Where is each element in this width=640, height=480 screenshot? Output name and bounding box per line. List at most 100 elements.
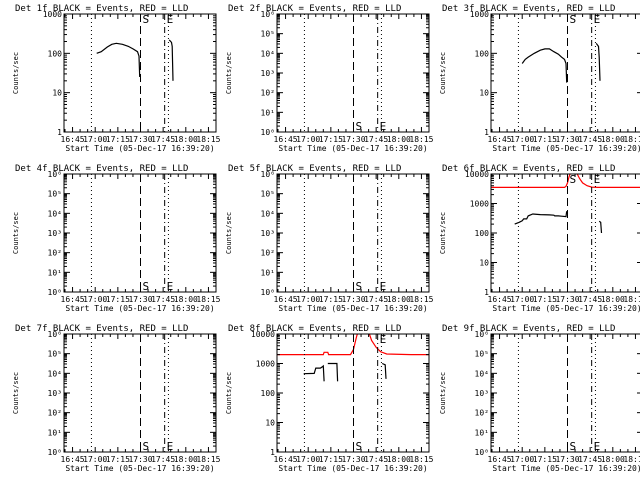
x-tick-label: 18:00 xyxy=(387,455,411,464)
panel-title: Det 5f BLACK = Events, RED = LLD xyxy=(228,164,401,174)
marker-label-s: S xyxy=(570,173,577,186)
x-tick-label: 17:15 xyxy=(533,295,557,304)
x-tick-label: 17:45 xyxy=(151,455,175,464)
x-tick-label: 16:45 xyxy=(61,295,85,304)
x-tick-label: 17:45 xyxy=(364,135,388,144)
series-group xyxy=(277,334,429,382)
y-axis-label: Counts/sec xyxy=(12,212,20,254)
y-tick-label: 10¹ xyxy=(48,268,62,277)
x-tick-label: 18:15 xyxy=(409,135,433,144)
x-tick-label: 18:15 xyxy=(623,135,640,144)
y-tick-label: 10⁵ xyxy=(261,30,275,39)
y-tick-label: 10⁵ xyxy=(261,190,275,199)
x-axis-label: Start Time (05-Dec-17 16:39:20) xyxy=(492,304,640,313)
x-tick-label: 16:45 xyxy=(488,135,512,144)
x-tick-label: 17:30 xyxy=(555,295,579,304)
y-tick-label: 10³ xyxy=(48,389,62,398)
panel-title: Det 7f BLACK = Events, RED = LLD xyxy=(15,324,188,334)
y-tick-label: 10⁵ xyxy=(48,350,62,359)
marker-label-s: S xyxy=(570,440,577,453)
y-tick-label: 100 xyxy=(48,49,63,58)
panel-title: Det 1f BLACK = Events, RED = LLD xyxy=(15,4,188,14)
x-tick-label: 17:15 xyxy=(106,455,130,464)
y-tick-label: 10⁰ xyxy=(475,448,489,457)
series-group xyxy=(521,42,601,83)
x-tick-label: 18:15 xyxy=(623,455,640,464)
y-tick-label: 10² xyxy=(261,89,275,98)
y-tick-label: 1000 xyxy=(470,200,489,209)
x-axis-label: Start Time (05-Dec-17 16:39:20) xyxy=(65,144,214,153)
x-tick-label: 17:15 xyxy=(106,295,130,304)
x-tick-label: 18:15 xyxy=(196,295,220,304)
x-axis-label: Start Time (05-Dec-17 16:39:20) xyxy=(65,464,214,473)
x-tick-label: 17:15 xyxy=(533,455,557,464)
x-tick-label: 17:15 xyxy=(319,455,343,464)
y-tick-label: 10⁰ xyxy=(261,128,275,137)
marker-label-s: S xyxy=(143,280,150,293)
x-tick-label: 17:15 xyxy=(319,135,343,144)
y-tick-label: 10⁶ xyxy=(48,170,62,179)
marker-label-s: S xyxy=(143,13,150,26)
x-tick-label: 17:15 xyxy=(106,135,130,144)
panel-title: Det 3f BLACK = Events, RED = LLD xyxy=(442,4,615,14)
x-axis-label: Start Time (05-Dec-17 16:39:20) xyxy=(278,144,427,153)
x-tick-label: 17:30 xyxy=(128,295,152,304)
y-axis-label: Counts/sec xyxy=(12,372,20,414)
x-tick-label: 17:15 xyxy=(319,295,343,304)
x-tick-label: 16:45 xyxy=(274,455,298,464)
panel-title: Det 8f BLACK = Events, RED = LLD xyxy=(228,324,401,334)
x-tick-label: 17:45 xyxy=(578,295,602,304)
x-tick-label: 17:00 xyxy=(296,455,320,464)
x-tick-label: 18:00 xyxy=(174,295,198,304)
x-tick-label: 16:45 xyxy=(488,455,512,464)
y-tick-label: 10² xyxy=(48,249,62,258)
y-tick-label: 10 xyxy=(479,259,489,268)
y-tick-label: 10⁴ xyxy=(48,369,62,378)
x-axis-label: Start Time (05-Dec-17 16:39:20) xyxy=(492,464,640,473)
y-tick-label: 10² xyxy=(261,249,275,258)
x-tick-label: 17:00 xyxy=(83,455,107,464)
series-group xyxy=(491,174,640,234)
x-tick-label: 18:15 xyxy=(623,295,640,304)
y-tick-label: 10³ xyxy=(261,69,275,78)
marker-label-e: E xyxy=(380,333,387,346)
panel-title: Det 2f BLACK = Events, RED = LLD xyxy=(228,4,401,14)
plot-frame xyxy=(276,173,430,293)
plot-frame xyxy=(63,173,217,293)
x-tick-label: 17:30 xyxy=(128,135,152,144)
x-tick-label: 17:00 xyxy=(83,295,107,304)
lld-line-0-0 xyxy=(277,334,358,356)
x-tick-label: 17:45 xyxy=(578,455,602,464)
y-axis-label: Counts/sec xyxy=(225,52,233,94)
y-tick-label: 100 xyxy=(261,389,276,398)
events-line-0-1 xyxy=(168,39,174,81)
series-group xyxy=(96,39,174,81)
x-tick-label: 17:00 xyxy=(296,295,320,304)
x-tick-label: 17:45 xyxy=(151,295,175,304)
y-tick-label: 10² xyxy=(48,409,62,418)
y-axis-label: Counts/sec xyxy=(225,212,233,254)
y-tick-label: 10⁵ xyxy=(475,350,489,359)
marker-label-e: E xyxy=(167,280,174,293)
marker-label-e: E xyxy=(594,173,601,186)
x-tick-label: 17:45 xyxy=(364,455,388,464)
x-tick-label: 18:00 xyxy=(601,135,625,144)
x-tick-label: 17:30 xyxy=(341,295,365,304)
y-tick-label: 10000 xyxy=(465,170,489,179)
x-tick-label: 16:45 xyxy=(274,295,298,304)
y-tick-label: 1 xyxy=(484,128,489,137)
events-line-0-1 xyxy=(595,42,601,81)
events-line-1-0 xyxy=(303,364,325,382)
y-tick-label: 10⁰ xyxy=(48,288,62,297)
marker-label-e: E xyxy=(167,13,174,26)
x-tick-label: 18:15 xyxy=(409,295,433,304)
x-tick-label: 18:15 xyxy=(196,135,220,144)
x-tick-label: 18:00 xyxy=(174,455,198,464)
y-tick-label: 10¹ xyxy=(48,428,62,437)
marker-label-e: E xyxy=(380,280,387,293)
x-axis-label: Start Time (05-Dec-17 16:39:20) xyxy=(278,464,427,473)
